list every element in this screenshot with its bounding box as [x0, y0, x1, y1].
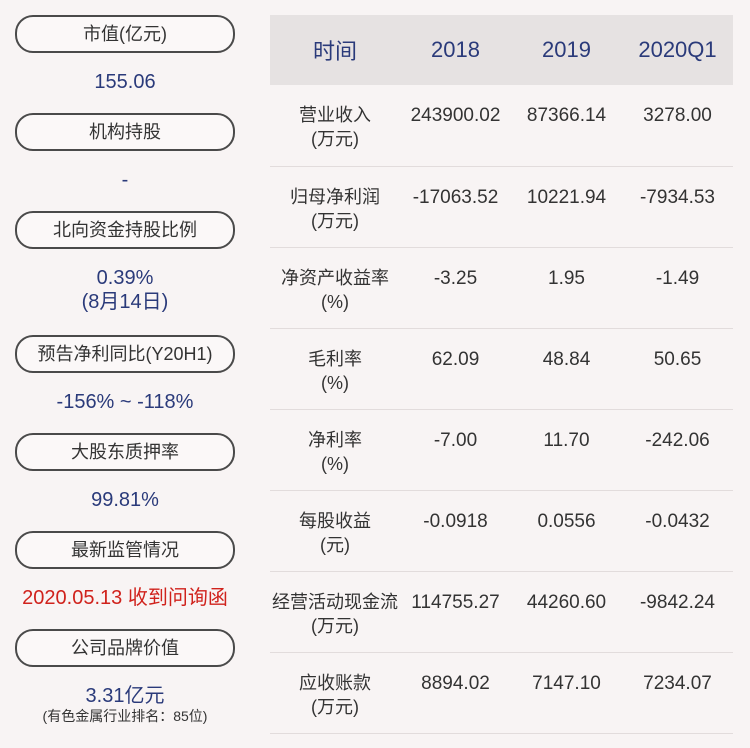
table-cell: -0.0432 — [645, 510, 710, 532]
table-row: 净资产收益率 (%) -3.25 1.95 -1.49 — [270, 247, 733, 328]
market-cap-label: 市值(亿元) — [15, 15, 235, 53]
header-period: 时间 — [312, 39, 357, 64]
table-cell: 87366.14 — [526, 105, 607, 126]
table-cell: -7.00 — [433, 429, 478, 451]
regulation-value: 2020.05.13 收到问询函 — [22, 587, 228, 609]
table-cell: 8894.02 — [421, 672, 490, 694]
header-2019: 2019 — [542, 37, 591, 62]
market-cap-value: 155.06 — [94, 71, 156, 93]
institutional-holding-label: 机构持股 — [15, 113, 235, 151]
table-cell: 7147.10 — [532, 672, 601, 694]
table-cell: -3.25 — [433, 267, 478, 289]
header-2020q1: 2020Q1 — [638, 37, 717, 62]
table-cell: 3278.00 — [643, 105, 712, 126]
brand-value-amount: 3.31亿元 — [85, 685, 165, 707]
row-unit: (%) — [321, 372, 349, 393]
header-2018: 2018 — [431, 37, 480, 62]
financial-table: 时间 2018 2019 2020Q1 营业收入 (万元) 243900.02 8… — [270, 15, 733, 734]
profit-forecast-value: -156% ~ -118% — [56, 391, 194, 413]
row-unit: (万元) — [311, 615, 359, 636]
table-row: 应收账款 (万元) 8894.02 7147.10 7234.07 — [270, 652, 733, 733]
row-label: 净利率 (%) — [270, 409, 400, 490]
table-cell: -0.0918 — [423, 510, 488, 532]
table-cell: 10221.94 — [526, 186, 607, 208]
pledge-ratio-label: 大股东质押率 — [15, 433, 235, 471]
row-unit: (万元) — [311, 210, 359, 231]
financial-table-panel: 时间 2018 2019 2020Q1 营业收入 (万元) 243900.02 8… — [270, 15, 733, 734]
table-cell: 114755.27 — [411, 591, 500, 613]
table-header-row: 时间 2018 2019 2020Q1 — [270, 15, 733, 85]
table-cell: 0.0556 — [537, 510, 596, 532]
row-unit: (万元) — [311, 129, 359, 149]
row-label: 应收账款 (万元) — [270, 652, 400, 733]
table-row: 净利率 (%) -7.00 11.70 -242.06 — [270, 409, 733, 490]
brand-value-label: 公司品牌价值 — [15, 629, 235, 667]
table-cell: -7934.53 — [639, 186, 715, 208]
row-label: 经营活动现金流 (万元) — [270, 571, 400, 652]
table-cell: 48.84 — [542, 348, 591, 370]
row-title: 归母净利润 — [290, 186, 380, 207]
table-cell: 62.09 — [431, 348, 480, 370]
table-cell: 11.70 — [543, 429, 590, 451]
row-title: 净利率 — [308, 429, 362, 450]
table-cell: -1.49 — [655, 267, 700, 289]
row-label: 归母净利润 (万元) — [270, 166, 400, 247]
row-title: 毛利率 — [308, 348, 362, 369]
northbound-ratio-percent: 0.39% — [96, 267, 154, 289]
row-title: 净资产收益率 — [281, 267, 389, 288]
northbound-ratio-value: 0.39% (8月14日) — [0, 266, 250, 314]
table-cell: -17063.52 — [412, 186, 499, 208]
brand-value: 3.31亿元 (有色金属行业排名：85位) — [0, 684, 250, 724]
table-cell: -9842.24 — [639, 591, 715, 613]
northbound-ratio-label: 北向资金持股比例 — [15, 211, 235, 249]
row-unit: (元) — [320, 534, 350, 555]
row-title: 应收账款 — [299, 672, 371, 693]
row-label: 毛利率 (%) — [270, 328, 400, 409]
table-row: 营业收入 (万元) 243900.02 87366.14 3278.00 — [270, 85, 733, 166]
regulation-label: 最新监管情况 — [15, 531, 235, 569]
northbound-ratio-date: (8月14日) — [81, 291, 169, 313]
row-title: 营业收入 — [299, 105, 371, 125]
table-row: 毛利率 (%) 62.09 48.84 50.65 — [270, 328, 733, 409]
row-unit: (万元) — [311, 696, 359, 717]
row-label: 营业收入 (万元) — [270, 85, 400, 166]
institutional-holding-value: - — [121, 169, 129, 191]
table-cell: 7234.07 — [643, 672, 712, 694]
row-label: 净资产收益率 (%) — [270, 247, 400, 328]
profit-forecast-label: 预告净利同比(Y20H1) — [15, 335, 235, 373]
row-unit: (%) — [321, 291, 349, 312]
row-unit: (%) — [321, 453, 349, 474]
row-title: 每股收益 — [299, 510, 371, 531]
table-cell: 1.95 — [548, 267, 585, 289]
table-cell: 50.65 — [653, 348, 702, 370]
row-title: 经营活动现金流 — [272, 591, 398, 612]
table-row: 每股收益 (元) -0.0918 0.0556 -0.0432 — [270, 490, 733, 571]
table-cell: 243900.02 — [410, 105, 501, 126]
left-panel: 市值(亿元) 155.06 机构持股 - 北向资金持股比例 0.39% (8月1… — [0, 0, 250, 748]
row-label: 每股收益 (元) — [270, 490, 400, 571]
pledge-ratio-value: 99.81% — [91, 489, 159, 511]
table-row: 归母净利润 (万元) -17063.52 10221.94 -7934.53 — [270, 166, 733, 247]
table-row: 经营活动现金流 (万元) 114755.27 44260.60 -9842.24 — [270, 571, 733, 652]
table-cell: 44260.60 — [526, 591, 607, 613]
brand-value-rank-note: (有色金属行业排名：85位) — [42, 708, 208, 724]
table-cell: -242.06 — [645, 429, 710, 451]
